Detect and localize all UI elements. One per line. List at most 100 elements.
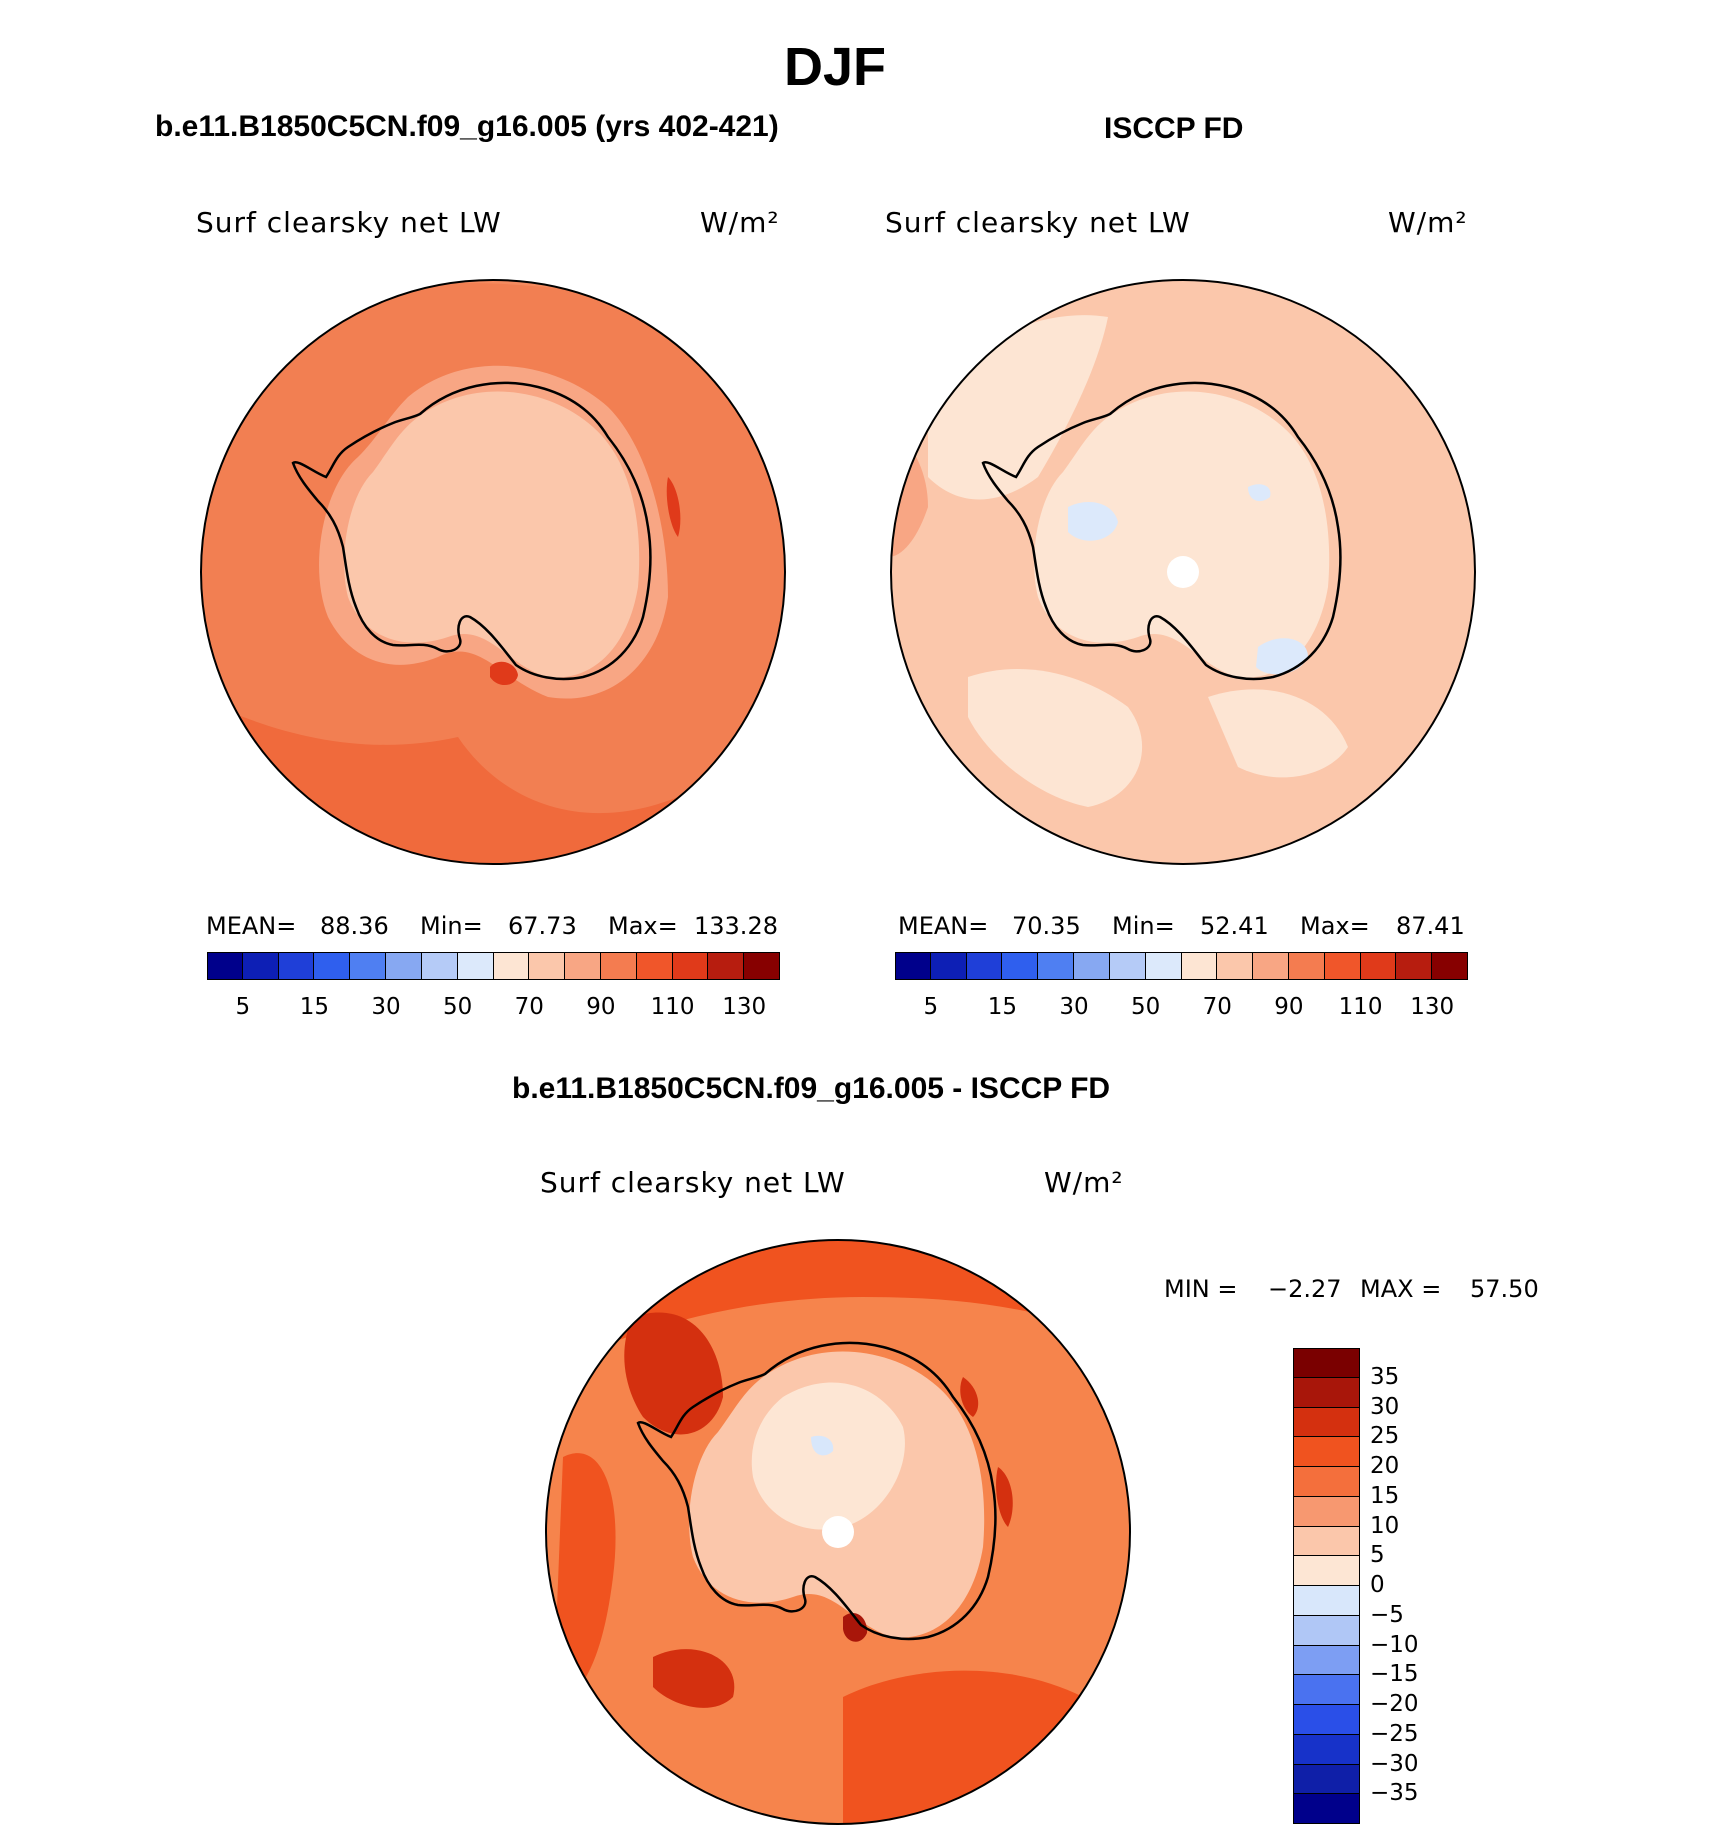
diff-colorbar: 35 30 25 20 15 10 5 0 −5 −10 −15 −20 −25 −30 −35 xyxy=(1293,1348,1453,1824)
diff-colorbar-tick-label: 25 xyxy=(1370,1423,1400,1450)
obs-units-label: W/m² xyxy=(1388,206,1468,239)
diff-min-label: MIN = xyxy=(1164,1275,1238,1303)
model-colorbar-swatch xyxy=(421,952,458,980)
diff-colorbar-swatch xyxy=(1293,1675,1360,1705)
obs-colorbar-swatch xyxy=(1074,952,1110,980)
obs-colorbar-swatch xyxy=(1360,952,1397,980)
diff-colorbar-tick-label: 35 xyxy=(1370,1363,1400,1390)
diff-coast-hot-3 xyxy=(960,1377,979,1417)
model-colorbar-swatch xyxy=(529,952,566,980)
obs-colorbar-tick-label: 15 xyxy=(987,994,1018,1020)
obs-colorbar-swatch xyxy=(966,952,1003,980)
diff-max-label: MAX = xyxy=(1360,1275,1442,1303)
model-colorbar-swatch xyxy=(350,952,387,980)
obs-max-value: 87.41 xyxy=(1396,912,1465,940)
diff-colorbar-swatch xyxy=(1293,1764,1360,1795)
obs-colorbar-tick-label: 70 xyxy=(1202,994,1232,1020)
diff-coastline xyxy=(636,1341,997,1641)
diff-coast-hot-2 xyxy=(996,1467,1013,1527)
diff-colorbar-swatch xyxy=(1293,1705,1360,1735)
diff-colorbar-tick-label: 5 xyxy=(1370,1542,1385,1569)
obs-coastline xyxy=(981,381,1342,681)
diff-colorbar-swatch xyxy=(1293,1556,1360,1586)
model-colorbar-swatch xyxy=(708,952,745,980)
obs-colorbar-swatch xyxy=(1002,952,1039,980)
obs-max-label: Max= xyxy=(1300,912,1370,940)
diff-colorbar-swatch xyxy=(1293,1645,1360,1676)
model-mean-value: 88.36 xyxy=(320,912,389,940)
obs-panel-title: ISCCP FD xyxy=(1104,112,1244,145)
model-colorbar-swatch xyxy=(672,952,709,980)
diff-colorbar-tick-label: −5 xyxy=(1370,1601,1404,1628)
diff-max-value: 57.50 xyxy=(1470,1275,1539,1303)
diff-colorbar-swatch xyxy=(1293,1615,1360,1646)
diff-colorbar-tick-label: 0 xyxy=(1370,1572,1385,1598)
obs-colorbar-tick-label: 110 xyxy=(1338,994,1383,1020)
model-colorbar-tick-label: 30 xyxy=(371,994,401,1020)
obs-pole-gap xyxy=(1167,556,1199,588)
obs-cool-patch-1 xyxy=(1068,502,1118,541)
diff-southeast-band xyxy=(843,1670,1088,1824)
obs-colorbar-tick-label: 5 xyxy=(923,994,939,1020)
model-colorbar-swatch xyxy=(457,952,494,980)
obs-variable-label: Surf clearsky net LW xyxy=(885,206,1191,239)
model-variable-label: Surf clearsky net LW xyxy=(196,206,502,239)
diff-colorbar-swatch xyxy=(1293,1407,1360,1438)
model-colorbar: 5 15 30 50 70 90 110 130 xyxy=(207,952,780,1030)
diff-colorbar-swatch xyxy=(1293,1348,1360,1378)
model-colorbar-tick-label: 50 xyxy=(443,994,473,1020)
model-min-label: Min= xyxy=(420,912,483,940)
diff-colorbar-swatch xyxy=(1293,1377,1360,1408)
model-colorbar-swatch xyxy=(242,952,279,980)
diff-colorbar-swatch xyxy=(1293,1526,1360,1557)
diff-colorbar-tick-label: 20 xyxy=(1370,1453,1400,1479)
diff-min-value: −2.27 xyxy=(1268,1275,1342,1303)
diff-colorbar-tick-label: −15 xyxy=(1370,1661,1419,1688)
obs-colorbar-tick-label: 30 xyxy=(1059,994,1089,1020)
model-antarctica-interior xyxy=(344,391,640,678)
obs-colorbar-swatch xyxy=(1396,952,1433,980)
obs-min-label: Min= xyxy=(1112,912,1175,940)
obs-colorbar-tick-label: 50 xyxy=(1131,994,1161,1020)
obs-colorbar: 5 15 30 50 70 90 110 130 xyxy=(895,952,1468,1030)
diff-pole-gap xyxy=(822,1516,854,1548)
obs-mean-value: 70.35 xyxy=(1012,912,1081,940)
model-max-label: Max= xyxy=(608,912,678,940)
obs-colorbar-swatch xyxy=(895,952,931,980)
diff-colorbar-tick-label: 30 xyxy=(1370,1393,1400,1420)
obs-map xyxy=(890,279,1476,865)
diff-cool-patch xyxy=(811,1435,834,1456)
page-title: DJF xyxy=(783,37,886,97)
model-colorbar-swatch xyxy=(278,952,315,980)
obs-colorbar-swatch xyxy=(1217,952,1254,980)
model-mean-label: MEAN= xyxy=(206,912,297,940)
model-colorbar-swatch xyxy=(314,952,351,980)
obs-antarctica-interior xyxy=(1034,391,1330,678)
diff-colorbar-tick-label: −10 xyxy=(1370,1631,1419,1658)
model-colorbar-swatch xyxy=(600,952,637,980)
obs-light-band-east xyxy=(1208,689,1348,778)
diff-colorbar-swatch xyxy=(1293,1586,1360,1616)
model-colorbar-swatch xyxy=(493,952,530,980)
obs-colorbar-tick-label: 130 xyxy=(1410,994,1455,1020)
diff-map xyxy=(545,1239,1131,1825)
model-colorbar-tick-label: 130 xyxy=(722,994,767,1020)
model-colorbar-swatch xyxy=(636,952,673,980)
obs-cool-patch-3 xyxy=(1248,484,1271,502)
diff-colorbar-tick-label: −20 xyxy=(1370,1691,1419,1717)
model-coastline xyxy=(291,381,652,681)
model-units-label: W/m² xyxy=(700,206,780,239)
diff-southwest-hot xyxy=(653,1649,735,1708)
obs-colorbar-swatch xyxy=(930,952,967,980)
model-colorbar-tick-label: 15 xyxy=(299,994,330,1020)
model-colorbar-tick-label: 110 xyxy=(650,994,695,1020)
model-warm-spot xyxy=(490,661,518,686)
model-min-value: 67.73 xyxy=(508,912,577,940)
diff-colorbar-tick-label: 15 xyxy=(1370,1482,1400,1509)
model-map xyxy=(200,279,786,865)
diff-colorbar-swatch xyxy=(1293,1794,1360,1824)
diff-colorbar-swatch xyxy=(1293,1496,1360,1527)
obs-mean-label: MEAN= xyxy=(898,912,989,940)
diff-variable-label: Surf clearsky net LW xyxy=(540,1166,846,1199)
model-panel-title: b.e11.B1850C5CN.f09_g16.005 (yrs 402-421… xyxy=(155,110,779,143)
